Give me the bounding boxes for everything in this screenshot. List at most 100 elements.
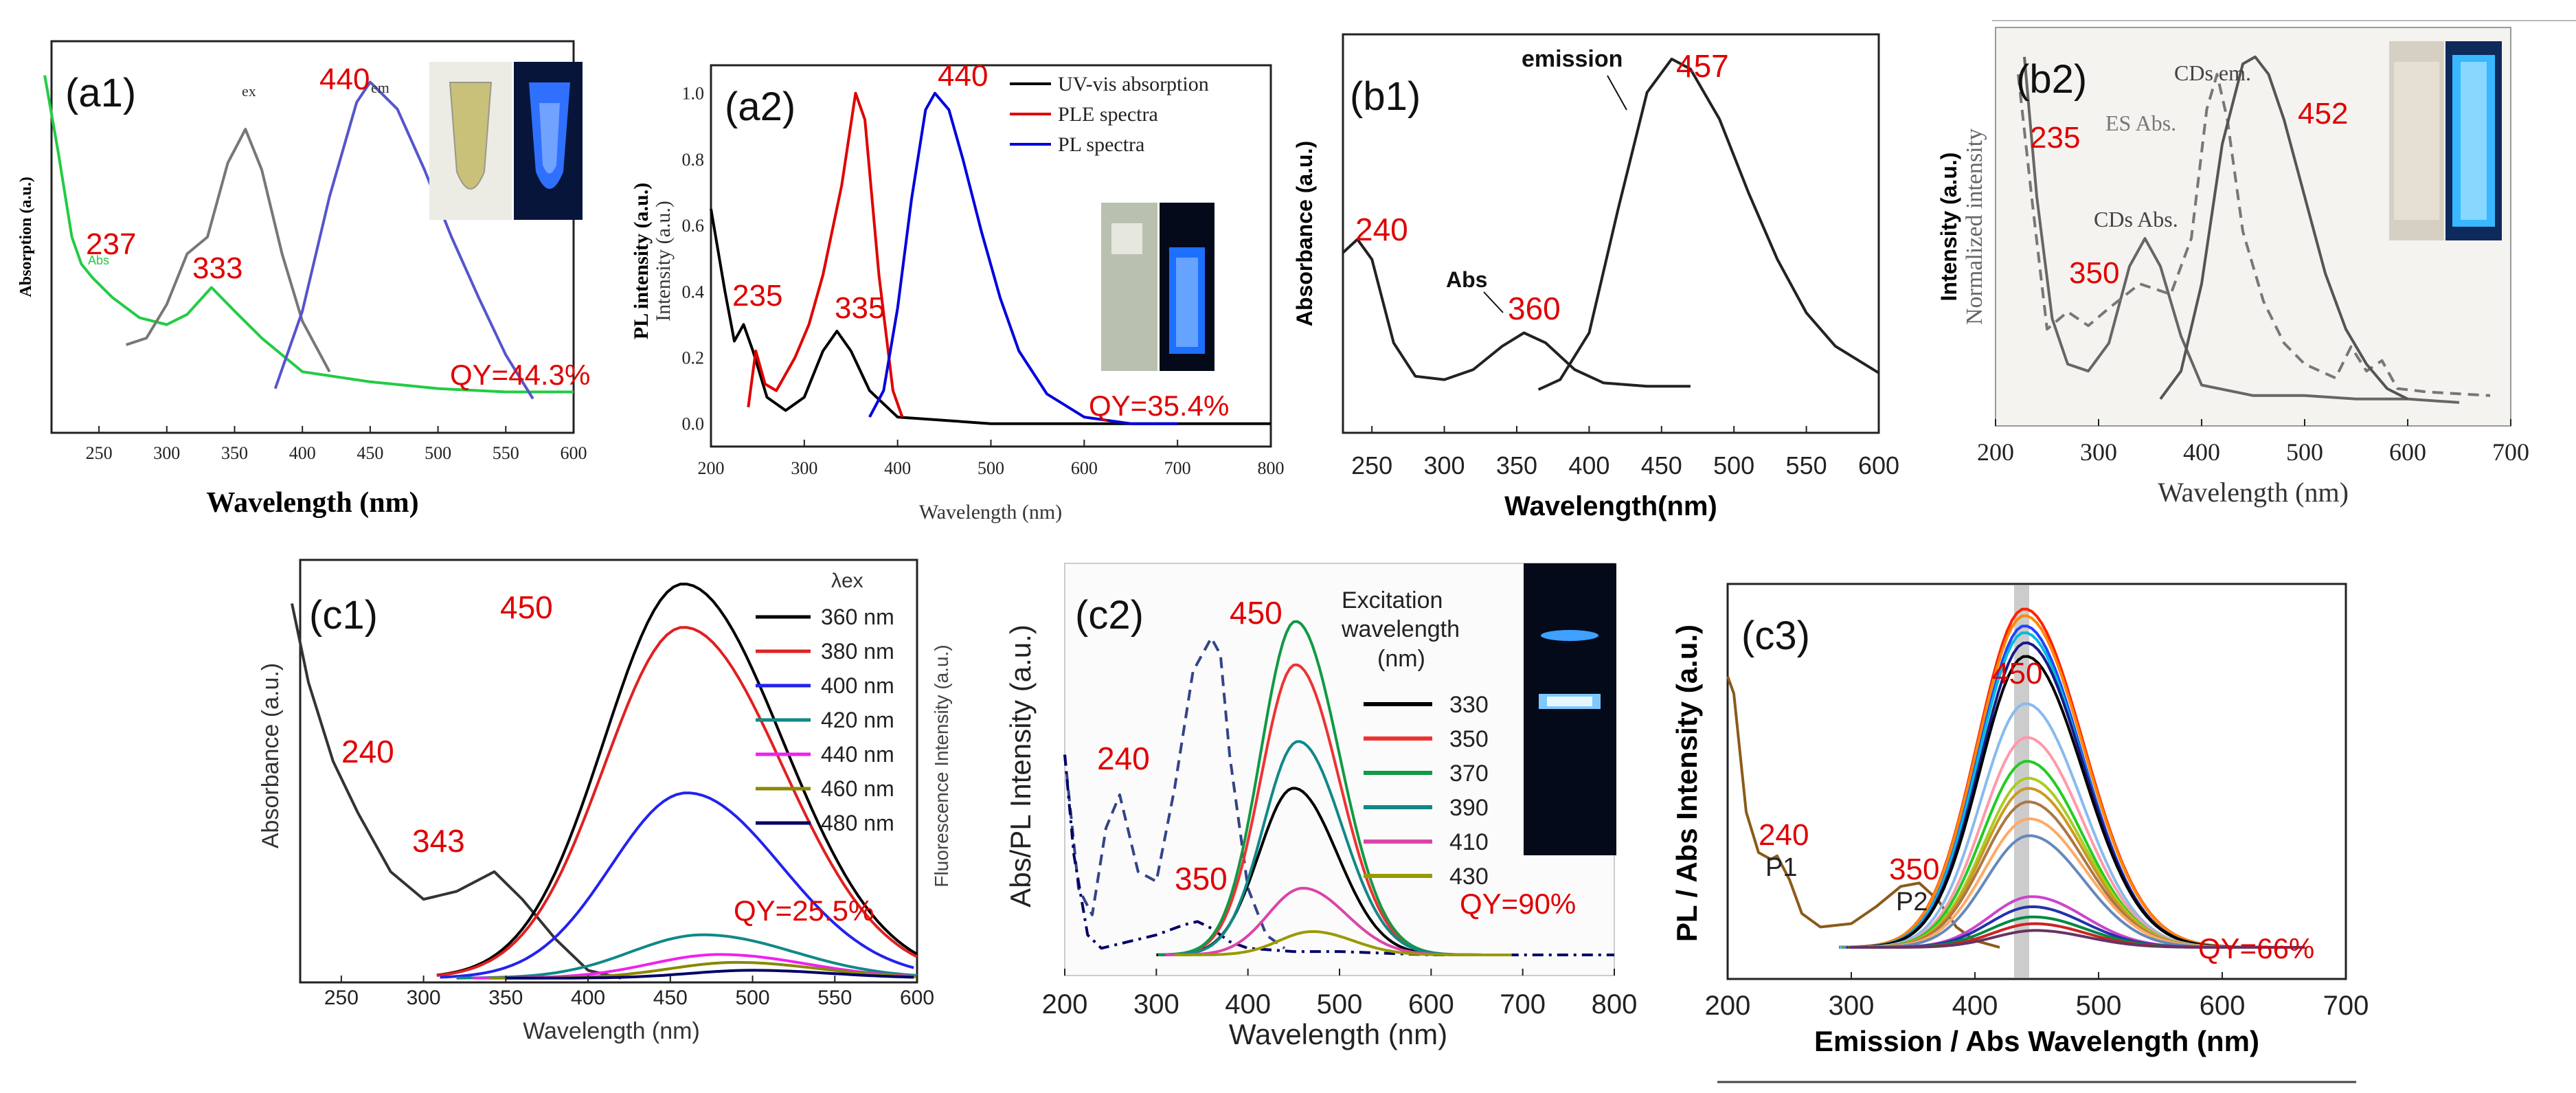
c2-legend-label: 330 bbox=[1449, 692, 1489, 718]
b1-label-abs: Abs bbox=[1446, 267, 1487, 292]
c1-x-tick-label: 500 bbox=[736, 987, 770, 1009]
b1-x-tick-label: 350 bbox=[1496, 451, 1537, 480]
a2-y-label-2: Intensity (a.u.) bbox=[652, 201, 675, 322]
c3-x-tick-label: 300 bbox=[1829, 991, 1875, 1021]
c2-plot-area bbox=[1063, 620, 1614, 956]
c2-y-label: Abs/PL Intensity (a.u.) bbox=[1004, 624, 1037, 908]
a2-peak-uv1: 235 bbox=[732, 279, 782, 313]
a2-legend-label: PL spectra bbox=[1058, 133, 1144, 156]
a2-peak-uv2: 335 bbox=[835, 291, 885, 325]
c2-inset-photo bbox=[1524, 563, 1616, 855]
a2-y-tick-label: 0.6 bbox=[682, 216, 705, 236]
c1-x-tick-label: 400 bbox=[571, 987, 605, 1009]
a2-x-tick-label: 500 bbox=[978, 458, 1004, 478]
a1-plot-area bbox=[43, 75, 574, 400]
c1-series-2 bbox=[436, 626, 918, 977]
c2-legend-title-3: (nm) bbox=[1377, 646, 1425, 672]
c1-peak-em: 450 bbox=[500, 589, 553, 625]
c3-x-tick-label: 600 bbox=[2200, 991, 2246, 1021]
c3-peak-uv2: 350 bbox=[1889, 853, 1939, 886]
b1-x-label: Wavelength(nm) bbox=[1504, 491, 1717, 521]
c1-legend-label: 400 nm bbox=[821, 673, 894, 698]
a1-x-tick-label: 500 bbox=[425, 443, 451, 463]
a2-series-2 bbox=[868, 91, 1178, 425]
c3-y-label: PL / Abs Intensity (a.u.) bbox=[1671, 624, 1703, 942]
c2-x-ticks: 200 300 400 500 600 700 800 bbox=[1042, 969, 1637, 1019]
a1-y-label: Absorption (a.u.) bbox=[17, 177, 35, 297]
a2-legend-label: UV-vis absorption bbox=[1058, 73, 1209, 95]
c2-x-tick-label: 400 bbox=[1225, 989, 1271, 1019]
b2-inset-photo bbox=[2389, 41, 2502, 240]
c3-x-label: Emission / Abs Wavelength (nm) bbox=[1814, 1025, 2259, 1057]
c1-x-tick-label: 450 bbox=[653, 987, 688, 1009]
c2-peak-em: 450 bbox=[1230, 595, 1283, 631]
b1-series-1 bbox=[1537, 57, 1880, 391]
a2-inset-photo bbox=[1101, 203, 1214, 371]
c3-x-tick-label: 400 bbox=[1952, 991, 1998, 1021]
c2-y-label-2: Fluorescence Intensity (a.u.) bbox=[931, 644, 952, 887]
panel-b1: 250 300 350 400 450 500 550 600 (b1) Wavelength… bbox=[1292, 33, 1899, 521]
c3-p2: P2 bbox=[1896, 888, 1928, 916]
c2-legend-title-1: Excitation bbox=[1342, 587, 1443, 613]
b2-x-tick-label: 600 bbox=[2389, 438, 2426, 466]
b2-peak-uv1: 235 bbox=[2030, 121, 2080, 155]
b1-panel-label: (b1) bbox=[1350, 74, 1421, 119]
b2-peak-em: 452 bbox=[2298, 97, 2348, 131]
c2-legend-label: 430 bbox=[1449, 864, 1489, 890]
b1-arrow-emission bbox=[1607, 75, 1627, 111]
c3-x-tick-label: 200 bbox=[1705, 991, 1751, 1021]
a2-peak-em: 440 bbox=[938, 59, 988, 93]
c2-x-tick-label: 500 bbox=[1317, 989, 1363, 1019]
a1-plot-frame bbox=[50, 40, 575, 434]
a2-x-tick-label: 400 bbox=[884, 458, 911, 478]
c2-series-1 bbox=[1063, 754, 1614, 956]
c2-x-tick-label: 200 bbox=[1042, 989, 1088, 1019]
c1-legend-label: 460 nm bbox=[821, 776, 894, 801]
c3-p1: P1 bbox=[1765, 853, 1797, 882]
c1-x-tick-label: 350 bbox=[488, 987, 523, 1009]
c3-peak-em: 450 bbox=[1992, 657, 2042, 690]
a2-x-tick-label: 300 bbox=[791, 458, 817, 478]
a2-y-tick-label: 0.8 bbox=[682, 150, 705, 170]
c1-series-7 bbox=[506, 969, 914, 980]
c3-qy: QY=66% bbox=[2198, 932, 2314, 965]
a2-y-label: PL intensity (a.u.) bbox=[630, 183, 653, 339]
a2-x-tick-label: 200 bbox=[698, 458, 725, 478]
c2-series-0 bbox=[1063, 636, 1286, 949]
b1-series-0 bbox=[1342, 238, 1691, 388]
a1-peak-uv2: 333 bbox=[192, 251, 242, 285]
panel-c2: 200 300 400 500 600 700 800 (c2) Wavelength (n… bbox=[931, 563, 1637, 1050]
a1-x-ticks: 250 300 350 400 450 500 550 600 bbox=[86, 426, 587, 463]
c3-plot-area bbox=[1726, 607, 2305, 949]
c2-x-tick-label: 300 bbox=[1133, 989, 1179, 1019]
b2-x-tick-label: 400 bbox=[2183, 438, 2220, 466]
b1-peak-uv1: 240 bbox=[1355, 212, 1408, 247]
c1-series-4 bbox=[456, 933, 918, 980]
c3-x-ticks: 200 300 400 500 600 700 bbox=[1705, 972, 2369, 1021]
c1-peak-uv1: 240 bbox=[341, 734, 394, 769]
c2-x-label: Wavelength (nm) bbox=[1229, 1018, 1447, 1050]
c1-x-ticks: 250 300 350 400 450 500 550 600 bbox=[324, 976, 934, 1009]
c1-series-3 bbox=[440, 791, 914, 979]
b2-y-label: Intensity (a.u.) bbox=[1936, 153, 1961, 302]
b2-x-tick-label: 500 bbox=[2286, 438, 2323, 466]
a2-y-tick-label: 0.4 bbox=[682, 282, 705, 302]
c1-legend-label: 360 nm bbox=[821, 605, 894, 629]
b1-x-tick-label: 550 bbox=[1786, 451, 1827, 480]
b1-x-tick-label: 600 bbox=[1858, 451, 1899, 480]
a2-qy: QY=35.4% bbox=[1089, 390, 1229, 422]
a2-x-ticks: 200 300 400 500 600 700 800 bbox=[698, 440, 1285, 478]
b1-x-ticks: 250 300 350 400 450 500 550 600 bbox=[1351, 426, 1899, 480]
a2-series-1 bbox=[747, 91, 904, 418]
a1-x-tick-label: 250 bbox=[86, 443, 113, 463]
panel-a2: 200 300 400 500 600 700 800 0.0 0.2 0.4 0.6 0.8 1.0… bbox=[630, 59, 1285, 523]
b2-label-es-abs: ES Abs. bbox=[2105, 111, 2176, 135]
b2-label-cds-em: CDs em. bbox=[2174, 60, 2251, 85]
a1-label-em: em bbox=[371, 79, 389, 96]
b2-plot-area bbox=[2017, 55, 2491, 404]
b1-label-emission: emission bbox=[1522, 46, 1623, 72]
a1-x-tick-label: 300 bbox=[153, 443, 180, 463]
c2-legend-title-2: wavelength bbox=[1341, 616, 1460, 642]
a2-y-tick-label: 1.0 bbox=[682, 84, 705, 104]
c1-legend-label: 420 nm bbox=[821, 708, 894, 732]
